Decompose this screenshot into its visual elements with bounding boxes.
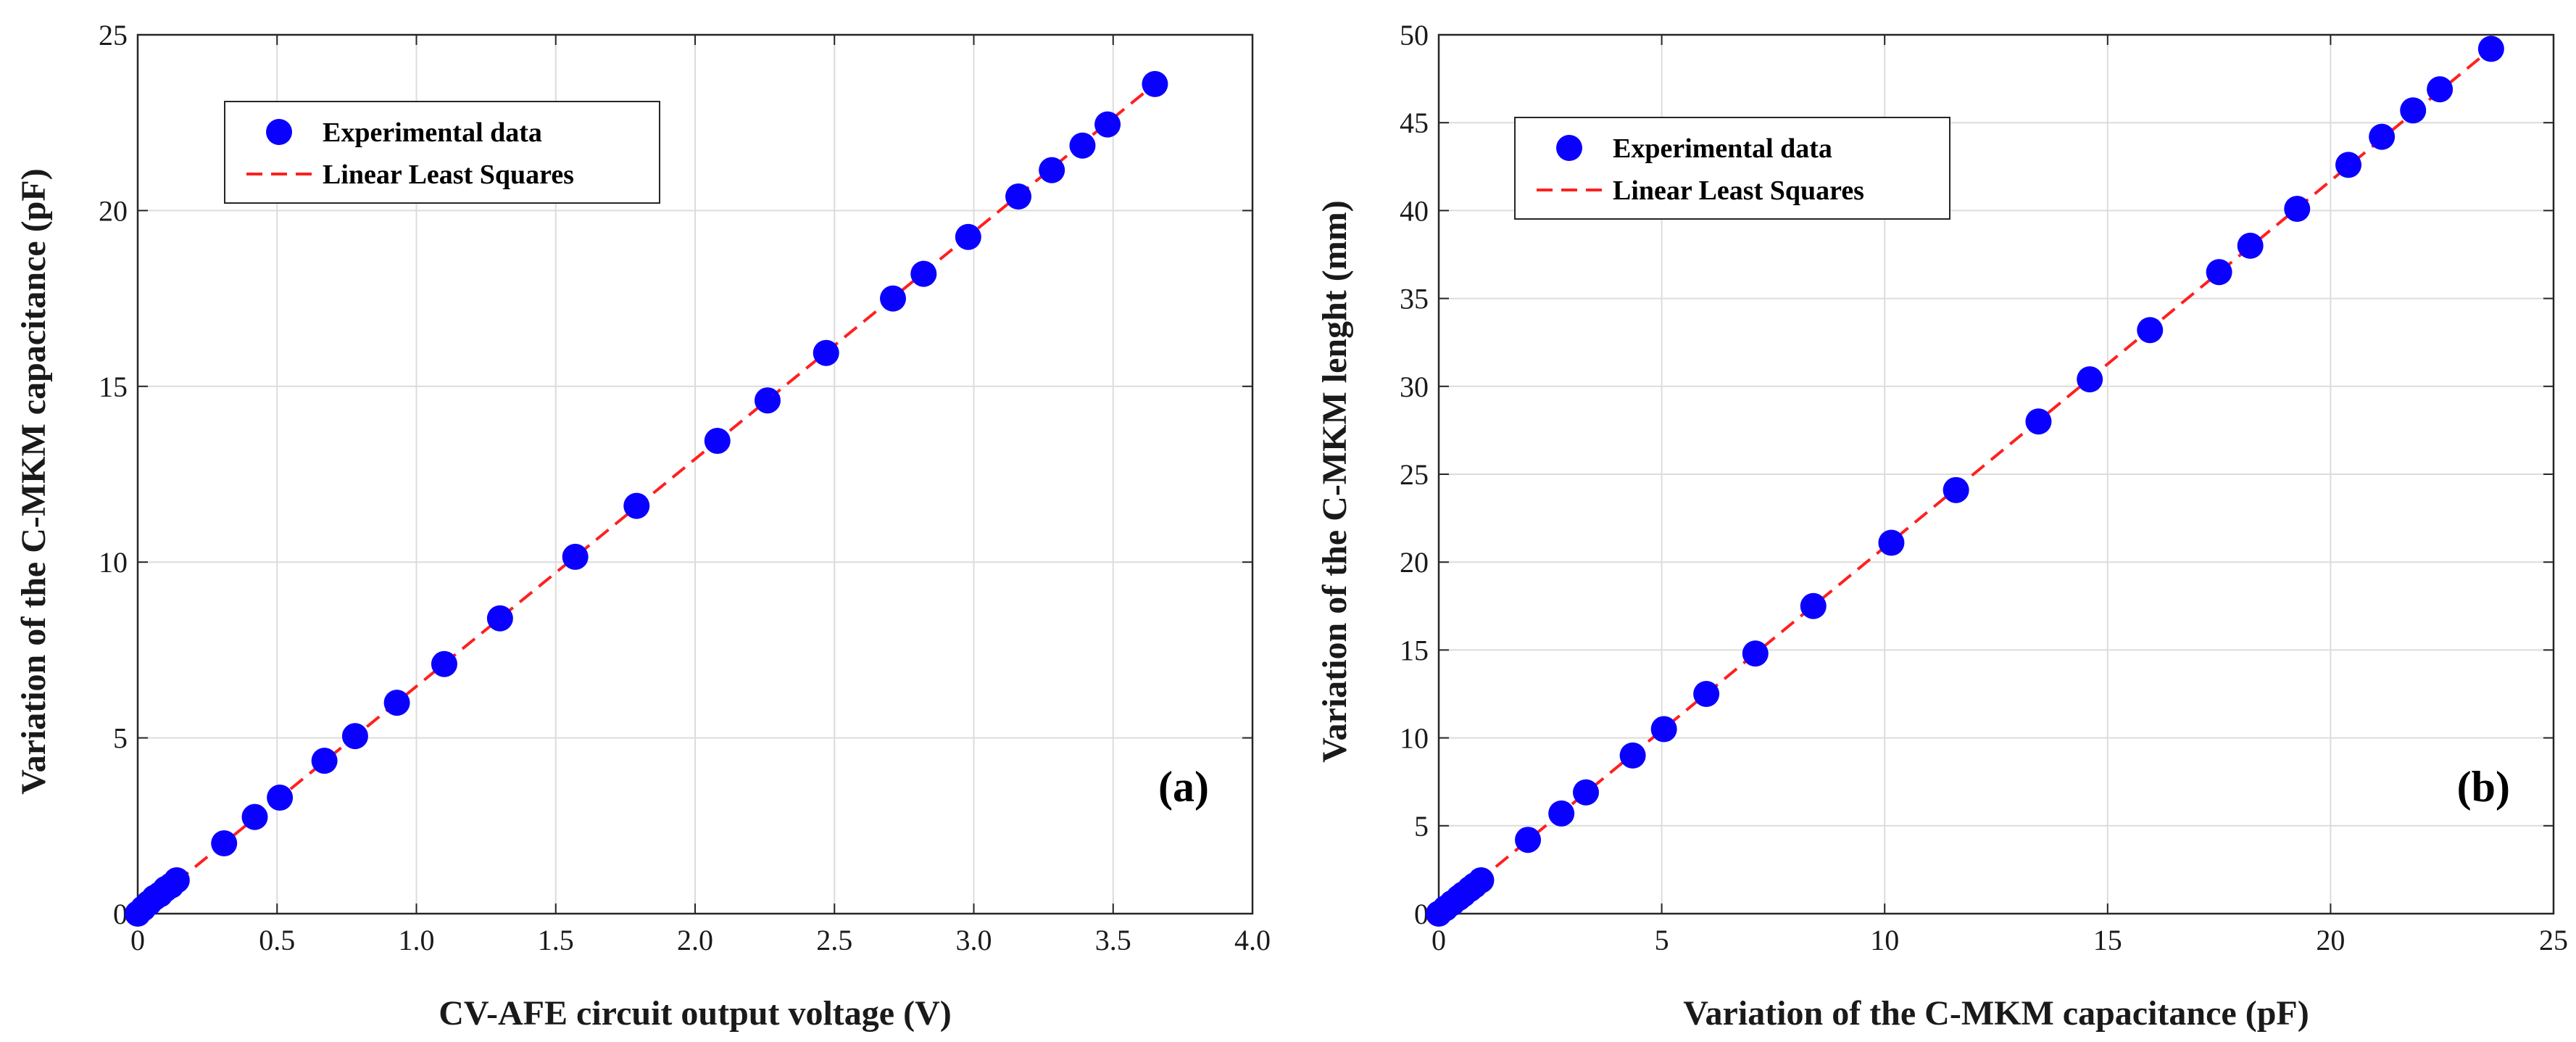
axes-frame <box>1437 33 2555 915</box>
legend-marker-symbol <box>266 119 292 145</box>
y-tick-label: 0 <box>1414 898 1429 930</box>
x-tick-label: 5 <box>1655 924 1669 956</box>
x-tick-label: 2.5 <box>816 924 852 956</box>
data-point <box>1548 800 1575 827</box>
data-point <box>311 748 338 774</box>
data-point <box>1800 592 1827 619</box>
data-point <box>2137 317 2164 344</box>
x-axis-label: CV-AFE circuit output voltage (V) <box>439 994 951 1033</box>
chart-panel-a: 0 0.5 1.0 1.5 2.0 2.5 3.0 3.5 4.0 0 5 10 15 20 25 CV-AF… <box>14 19 1271 1033</box>
y-tick-label: 25 <box>1400 458 1429 491</box>
legend: Experimental data Linear Least Squares <box>1514 117 1950 220</box>
data-point <box>431 650 457 677</box>
x-tick-label: 20 <box>2316 924 2345 956</box>
data-point <box>1650 716 1677 743</box>
data-point <box>2025 408 2052 435</box>
data-point <box>1515 827 1542 853</box>
data-point <box>910 260 937 287</box>
y-tick-label: 50 <box>1400 19 1429 51</box>
y-tick-label: 5 <box>113 722 128 755</box>
data-point <box>2284 195 2311 222</box>
y-tick-label: 5 <box>1414 810 1429 843</box>
x-tick-label: 10 <box>1870 924 1899 956</box>
axes-frame <box>136 33 1254 915</box>
data-point <box>1619 742 1646 769</box>
y-axis-label: Variation of the C-MKM capacitance (pF) <box>14 168 53 794</box>
data-point <box>211 830 238 857</box>
data-point <box>1069 132 1096 159</box>
data-point <box>1142 70 1168 97</box>
panel-label: (b) <box>2457 763 2510 811</box>
y-tick-label: 35 <box>1400 283 1429 315</box>
y-tick-label: 15 <box>99 371 128 403</box>
x-axis-label: Variation of the C-MKM capacitance (pF) <box>1683 994 2309 1033</box>
data-point <box>704 427 731 454</box>
data-point <box>562 543 589 570</box>
legend-box <box>1514 117 1950 220</box>
data-point <box>2237 232 2264 259</box>
legend-marker-symbol <box>1556 135 1582 161</box>
x-tick-label: 1.5 <box>538 924 574 956</box>
x-tick-label: 25 <box>2539 924 2568 956</box>
data-point <box>486 605 513 632</box>
data-point <box>163 867 190 893</box>
y-tick-label: 15 <box>1400 634 1429 666</box>
data-point <box>813 339 839 366</box>
data-point <box>1943 476 1969 503</box>
data-point <box>1468 867 1495 893</box>
data-point <box>2369 123 2396 150</box>
y-tick-label: 10 <box>1400 722 1429 755</box>
x-tick-label: 0 <box>130 924 145 956</box>
data-point <box>754 387 781 414</box>
data-point <box>1573 779 1600 806</box>
y-tick-label: 20 <box>1400 546 1429 579</box>
data-point <box>1693 681 1720 707</box>
data-point <box>2477 36 2504 62</box>
y-tick-label: 20 <box>99 194 128 227</box>
legend-label: Linear Least Squares <box>1613 175 1864 206</box>
legend-label: Experimental data <box>323 117 542 148</box>
data-point <box>1005 183 1032 210</box>
data-point <box>1878 529 1905 556</box>
y-tick-label: 0 <box>113 898 128 930</box>
y-tick-label: 40 <box>1400 194 1429 227</box>
panel-label: (a) <box>1158 763 1209 811</box>
data-point <box>1039 157 1065 183</box>
y-tick-label: 30 <box>1400 371 1429 403</box>
x-tick-label: 2.0 <box>677 924 713 956</box>
data-point <box>955 223 981 250</box>
x-tick-label: 0 <box>1432 924 1446 956</box>
data-point <box>267 785 294 811</box>
data-point <box>2335 152 2362 178</box>
x-tick-label: 0.5 <box>259 924 295 956</box>
data-point <box>2206 259 2232 286</box>
data-point <box>241 803 268 830</box>
y-axis-label: Variation of the C-MKM lenght (mm) <box>1316 200 1354 762</box>
data-point <box>2077 366 2103 393</box>
x-tick-label: 15 <box>2093 924 2122 956</box>
y-tick-label: 25 <box>99 19 128 51</box>
data-point <box>879 285 906 312</box>
y-tick-label: 10 <box>99 546 128 579</box>
chart-panel-b: 0 5 10 15 20 25 0 5 10 15 20 25 30 35 40 45 50 Variation … <box>1316 19 2568 1033</box>
data-point <box>1742 640 1769 667</box>
legend-label: Experimental data <box>1613 133 1832 164</box>
data-point <box>383 690 410 716</box>
data-point <box>341 723 368 750</box>
x-tick-label: 3.5 <box>1095 924 1131 956</box>
legend-box <box>224 101 660 204</box>
legend-label: Linear Least Squares <box>323 160 574 190</box>
data-point <box>2427 76 2454 103</box>
legend: Experimental data Linear Least Squares <box>224 101 660 204</box>
x-tick-label: 3.0 <box>956 924 992 956</box>
data-point <box>1094 111 1121 138</box>
y-tick-label: 45 <box>1400 107 1429 139</box>
data-point <box>2400 97 2427 124</box>
x-tick-label: 1.0 <box>399 924 435 956</box>
data-point <box>623 492 650 519</box>
x-tick-label: 4.0 <box>1234 924 1271 956</box>
